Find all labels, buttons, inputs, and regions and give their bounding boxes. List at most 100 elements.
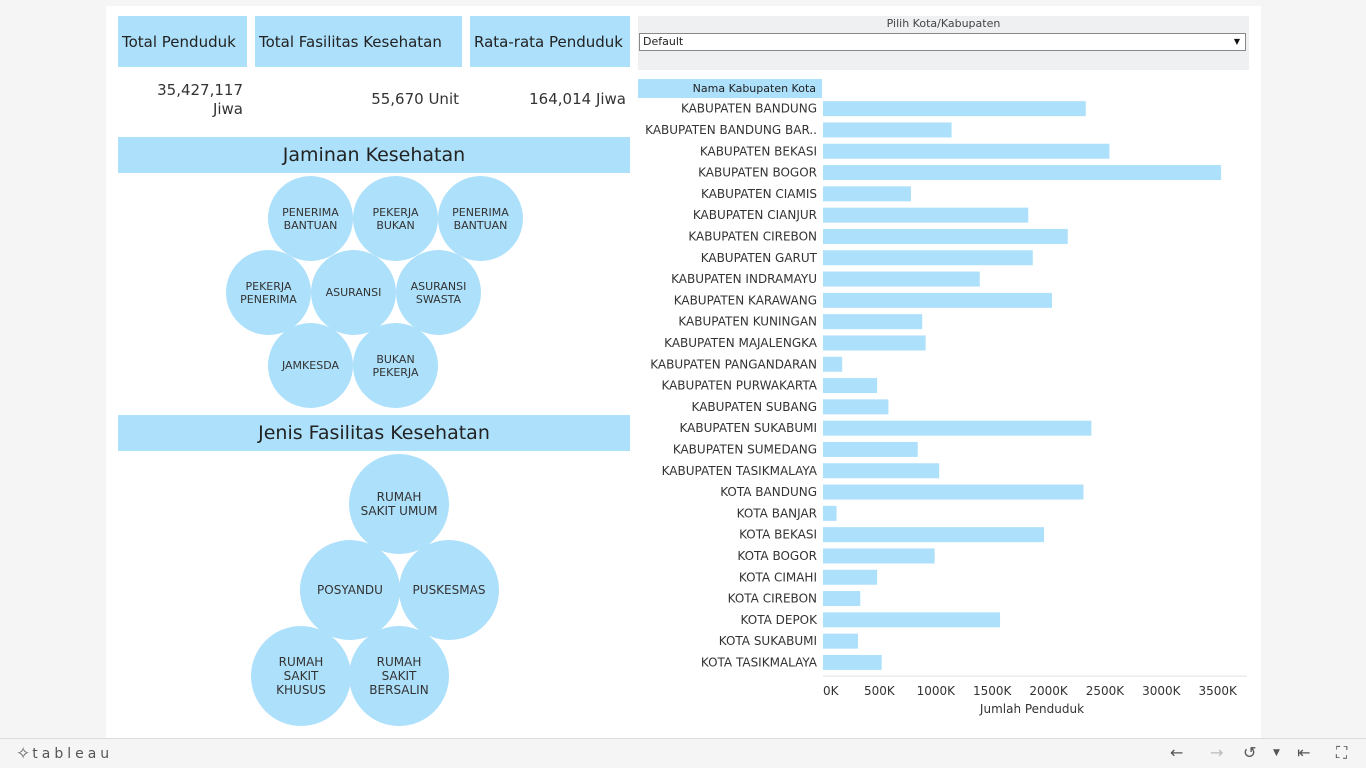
chart-category-label: KOTA SUKABUMI xyxy=(719,634,817,648)
chart-category-label: KABUPATEN SUMEDANG xyxy=(673,442,817,456)
jaminan-kesehatan-title: Jaminan Kesehatan xyxy=(118,137,630,173)
chart-bar[interactable] xyxy=(823,250,1033,265)
chart-category-label: KABUPATEN CIANJUR xyxy=(693,208,817,222)
chart-bar[interactable] xyxy=(823,570,877,585)
fasilitas-bubble[interactable]: RUMAH SAKIT KHUSUS xyxy=(251,626,351,726)
jaminan-bubble[interactable]: PEKERJA PENERIMA xyxy=(226,250,311,335)
chart-category-label: KOTA BANDUNG xyxy=(720,485,817,499)
kota-kabupaten-select-value: Default xyxy=(643,35,683,48)
jaminan-bubble[interactable]: PENERIMA BANTUAN xyxy=(438,176,523,261)
chart-bar[interactable] xyxy=(823,463,939,478)
chart-category-label: KOTA BANJAR xyxy=(737,506,817,520)
reset-icon[interactable]: ⇤ xyxy=(1297,743,1310,763)
jaminan-bubble[interactable]: ASURANSI SWASTA xyxy=(396,250,481,335)
chart-bar[interactable] xyxy=(823,548,935,563)
kpi-value-rata-rata: 164,014 Jiwa xyxy=(470,90,626,109)
chart-bar[interactable] xyxy=(823,122,952,137)
dropdown-arrow-icon: ▼ xyxy=(1234,34,1240,50)
chart-bar[interactable] xyxy=(823,634,858,649)
population-bar-chart: KABUPATEN BANDUNG KABUPATEN BANDUNG BAR..… xyxy=(630,96,1260,736)
kpi-value-total-fasilitas: 55,670 Unit xyxy=(255,90,459,109)
chart-x-tick-label: 3000K xyxy=(1142,684,1182,698)
chart-bar[interactable] xyxy=(823,612,1000,627)
chart-category-label: KABUPATEN INDRAMAYU xyxy=(671,272,817,286)
filter-panel: Pilih Kota/Kabupaten Default ▼ xyxy=(638,16,1249,70)
redo-icon[interactable]: → xyxy=(1210,743,1223,763)
kpi-value-total-penduduk: 35,427,117 Jiwa xyxy=(118,81,243,119)
fasilitas-bubble[interactable]: RUMAH SAKIT BERSALIN xyxy=(349,626,449,726)
chart-bar[interactable] xyxy=(823,421,1091,436)
jenis-fasilitas-title: Jenis Fasilitas Kesehatan xyxy=(118,415,630,451)
fasilitas-bubble[interactable]: PUSKESMAS xyxy=(399,540,499,640)
chart-bar[interactable] xyxy=(823,442,918,457)
chart-category-label: KABUPATEN SUKABUMI xyxy=(679,421,817,435)
chart-category-label: KABUPATEN BANDUNG BAR.. xyxy=(645,123,817,137)
revert-icon[interactable]: ↺ xyxy=(1243,743,1256,763)
jaminan-bubble[interactable]: PENERIMA BANTUAN xyxy=(268,176,353,261)
kpi-value-total-penduduk-number: 35,427,117 xyxy=(118,81,243,100)
chart-category-label: KOTA CIREBON xyxy=(728,592,817,606)
filter-label: Pilih Kota/Kabupaten xyxy=(638,17,1249,30)
chart-category-label: KABUPATEN BOGOR xyxy=(698,166,817,180)
chart-x-tick-label: 2000K xyxy=(1029,684,1069,698)
chart-x-tick-label: 3500K xyxy=(1199,684,1239,698)
kpi-header-total-penduduk: Total Penduduk xyxy=(118,16,247,67)
tableau-footer-toolbar: ✧ tableau ← → ↺ ▼ ⇤ ⛶ xyxy=(0,738,1366,768)
chart-bar[interactable] xyxy=(823,272,980,287)
fullscreen-icon[interactable]: ⛶ xyxy=(1336,743,1347,763)
chart-bar[interactable] xyxy=(823,378,877,393)
chart-x-axis-label: Jumlah Penduduk xyxy=(979,702,1084,716)
jaminan-bubble[interactable]: PEKERJA BUKAN xyxy=(353,176,438,261)
chart-category-label: KABUPATEN CIAMIS xyxy=(701,187,817,201)
chart-bar[interactable] xyxy=(823,165,1221,180)
chart-x-tick-label: 1500K xyxy=(973,684,1013,698)
tableau-logo[interactable]: ✧ tableau xyxy=(16,744,113,764)
chart-category-label: KOTA BEKASI xyxy=(739,528,817,542)
chart-x-tick-label: 0K xyxy=(823,684,840,698)
chart-category-label: KABUPATEN TASIKMALAYA xyxy=(662,464,818,478)
chart-bar[interactable] xyxy=(823,506,837,521)
chart-bar[interactable] xyxy=(823,293,1052,308)
chart-category-label: KABUPATEN PURWAKARTA xyxy=(661,379,817,393)
revert-dropdown-icon[interactable]: ▼ xyxy=(1273,743,1280,763)
jaminan-bubble[interactable]: BUKAN PEKERJA xyxy=(353,323,438,408)
chart-category-label: KOTA BOGOR xyxy=(737,549,817,563)
chart-bar[interactable] xyxy=(823,335,926,350)
chart-category-label: KABUPATEN KUNINGAN xyxy=(678,315,817,329)
chart-bar[interactable] xyxy=(823,229,1068,244)
jaminan-bubble[interactable]: ASURANSI xyxy=(311,250,396,335)
undo-icon[interactable]: ← xyxy=(1170,743,1183,763)
chart-bar[interactable] xyxy=(823,208,1028,223)
chart-x-tick-label: 2500K xyxy=(1086,684,1126,698)
chart-bar[interactable] xyxy=(823,101,1086,116)
chart-x-tick-label: 1000K xyxy=(917,684,957,698)
chart-category-label: KABUPATEN BEKASI xyxy=(700,144,817,158)
fasilitas-bubble[interactable]: POSYANDU xyxy=(300,540,400,640)
chart-category-label: KABUPATEN MAJALENGKA xyxy=(664,336,818,350)
tableau-logo-icon: ✧ xyxy=(16,744,30,764)
chart-bar[interactable] xyxy=(823,655,882,670)
chart-bar[interactable] xyxy=(823,527,1044,542)
tableau-logo-text: tableau xyxy=(32,746,113,762)
chart-category-label: KOTA DEPOK xyxy=(741,613,819,627)
chart-bar[interactable] xyxy=(823,357,842,372)
jaminan-bubble[interactable]: JAMKESDA xyxy=(268,323,353,408)
fasilitas-bubble[interactable]: RUMAH SAKIT UMUM xyxy=(349,454,449,554)
chart-category-label: KABUPATEN BANDUNG xyxy=(681,102,817,116)
chart-category-label: KABUPATEN GARUT xyxy=(701,251,818,265)
chart-bar[interactable] xyxy=(823,591,860,606)
kpi-header-total-fasilitas: Total Fasilitas Kesehatan xyxy=(255,16,462,67)
chart-bar[interactable] xyxy=(823,314,922,329)
chart-category-label: KOTA CIMAHI xyxy=(739,570,817,584)
chart-bar[interactable] xyxy=(823,485,1084,500)
chart-category-label: KABUPATEN SUBANG xyxy=(692,400,817,414)
chart-bar[interactable] xyxy=(823,144,1109,159)
chart-category-label: KABUPATEN KARAWANG xyxy=(674,293,817,307)
kota-kabupaten-select[interactable]: Default ▼ xyxy=(639,33,1246,51)
kpi-value-total-penduduk-unit: Jiwa xyxy=(118,100,243,119)
chart-bar[interactable] xyxy=(823,399,888,414)
chart-bar[interactable] xyxy=(823,186,911,201)
chart-category-label: KABUPATEN CIREBON xyxy=(688,229,817,243)
chart-category-label: KOTA TASIKMALAYA xyxy=(701,655,818,669)
chart-x-tick-label: 500K xyxy=(864,684,896,698)
